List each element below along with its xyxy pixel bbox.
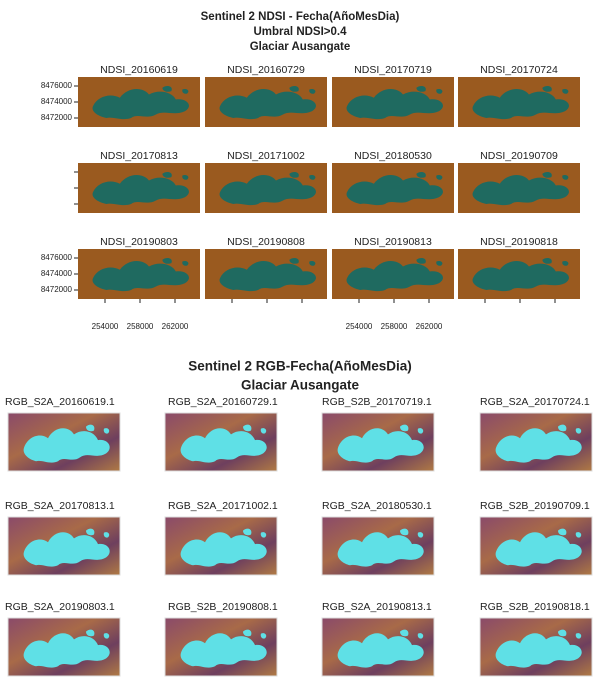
panel-title: RGB_S2B_20190818.1	[480, 601, 590, 613]
y-tick-label: 8476000	[41, 81, 73, 90]
panel-title: RGB_S2A_20171002.1	[168, 500, 278, 512]
ndsi-title: Sentinel 2 NDSI - Fecha(AñoMesDia)	[201, 11, 400, 23]
panel-title: RGB_S2B_20190709.1	[480, 500, 590, 512]
ndsi-subtitle: Umbral NDSI>0.4	[254, 26, 348, 38]
panel-title: NDSI_20170724	[480, 64, 558, 76]
panel-title: RGB_S2A_20180530.1	[322, 500, 432, 512]
panel-title: RGB_S2B_20190808.1	[168, 601, 278, 613]
y-tick-label: 8476000	[41, 253, 73, 262]
panel-title: NDSI_20171002	[227, 150, 305, 162]
x-tick-label: 258000	[127, 322, 154, 331]
y-tick-label: 8474000	[41, 269, 73, 278]
panel-title: NDSI_20170813	[100, 150, 178, 162]
panel-title: NDSI_20160729	[227, 64, 305, 76]
x-tick-label: 254000	[346, 322, 373, 331]
x-tick-label: 262000	[162, 322, 189, 331]
panel-title: RGB_S2A_20170813.1	[5, 500, 115, 512]
panel-title: NDSI_20190803	[100, 236, 178, 248]
panel-title: NDSI_20190813	[354, 236, 432, 248]
rgb-subtitle: Glaciar Ausangate	[241, 378, 360, 393]
panel-title: RGB_S2A_20190813.1	[322, 601, 432, 613]
panel-title: RGB_S2A_20190803.1	[5, 601, 115, 613]
panel-title: NDSI_20160619	[100, 64, 178, 76]
ndsi-subtitle: Glaciar Ausangate	[250, 41, 351, 53]
panel-title: RGB_S2A_20170724.1	[480, 396, 590, 408]
x-tick-label: 262000	[416, 322, 443, 331]
panel-title: NDSI_20190709	[480, 150, 558, 162]
panel-title: NDSI_20190808	[227, 236, 305, 248]
panel-title: RGB_S2A_20160729.1	[168, 396, 278, 408]
panel-title: NDSI_20180530	[354, 150, 432, 162]
x-tick-label: 258000	[381, 322, 408, 331]
rgb-title: Sentinel 2 RGB-Fecha(AñoMesDia)	[188, 359, 412, 374]
panel-title: RGB_S2A_20160619.1	[5, 396, 115, 408]
panel-title: NDSI_20170719	[354, 64, 432, 76]
y-tick-label: 8472000	[41, 113, 73, 122]
panel-title: NDSI_20190818	[480, 236, 558, 248]
y-tick-label: 8472000	[41, 285, 73, 294]
x-tick-label: 254000	[92, 322, 119, 331]
panel-title: RGB_S2B_20170719.1	[322, 396, 432, 408]
y-tick-label: 8474000	[41, 97, 73, 106]
figure: Sentinel 2 NDSI - Fecha(AñoMesDia) Umbra…	[0, 0, 597, 686]
